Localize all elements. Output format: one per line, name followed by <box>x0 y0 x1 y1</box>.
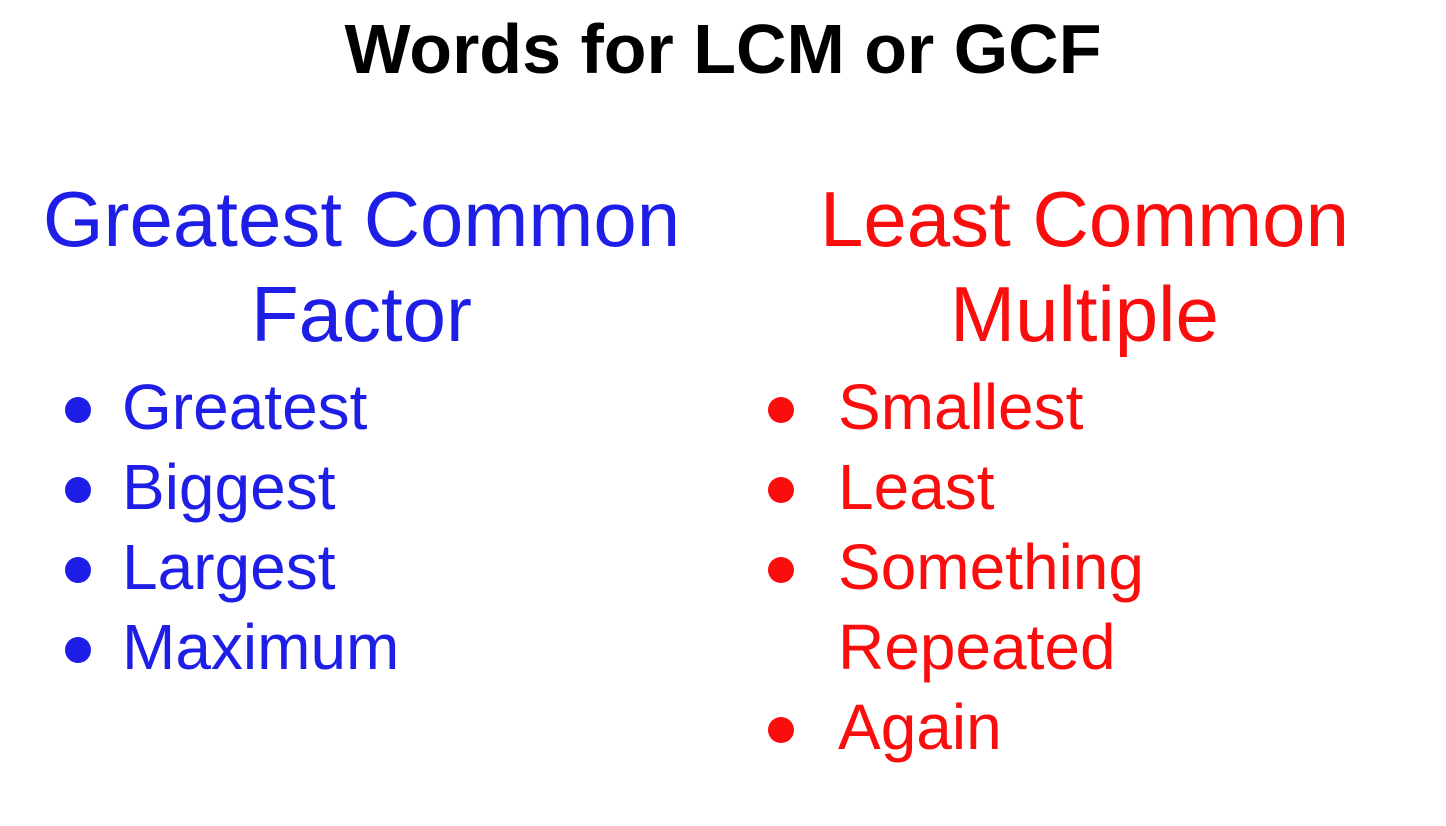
list-item-label: Least <box>838 451 995 523</box>
lcm-heading: Least Common Multiple <box>820 175 1349 358</box>
bullet-icon <box>65 397 91 423</box>
slide: Words for LCM or GCF Greatest Common Fac… <box>0 12 1446 826</box>
list-item-label: Largest <box>122 531 336 603</box>
bullet-icon <box>65 637 91 663</box>
bullet-icon <box>768 397 794 423</box>
list-item-label: Smallest <box>838 371 1084 443</box>
bullet-icon <box>768 477 794 503</box>
two-column-layout: Greatest Common Factor Greatest Biggest … <box>0 172 1446 767</box>
bullet-icon <box>65 477 91 503</box>
list-item: Maximum <box>65 607 723 687</box>
gcf-heading: Greatest Common Factor <box>42 175 681 358</box>
bullet-icon <box>768 717 794 743</box>
bullet-icon <box>768 557 794 583</box>
list-item-label: Greatest <box>122 371 368 443</box>
lcm-column: Least Common Multiple Smallest Least Som… <box>723 172 1446 767</box>
list-item: Least <box>768 447 1446 527</box>
list-item-label: Something Repeated <box>838 531 1144 683</box>
list-item: Again <box>768 687 1446 767</box>
slide-title: Words for LCM or GCF <box>344 10 1102 88</box>
list-item: Biggest <box>65 447 723 527</box>
list-item: Largest <box>65 527 723 607</box>
list-item-label: Biggest <box>122 451 336 523</box>
list-item-label: Maximum <box>122 611 400 683</box>
list-item: Greatest <box>65 367 723 447</box>
bullet-icon <box>65 557 91 583</box>
gcf-column: Greatest Common Factor Greatest Biggest … <box>0 172 723 767</box>
lcm-word-list: Smallest Least Something Repeated Again <box>723 367 1446 767</box>
list-item: Something Repeated <box>768 527 1446 687</box>
list-item-label: Again <box>838 691 1002 763</box>
list-item: Smallest <box>768 367 1446 447</box>
gcf-word-list: Greatest Biggest Largest Maximum <box>0 367 723 687</box>
